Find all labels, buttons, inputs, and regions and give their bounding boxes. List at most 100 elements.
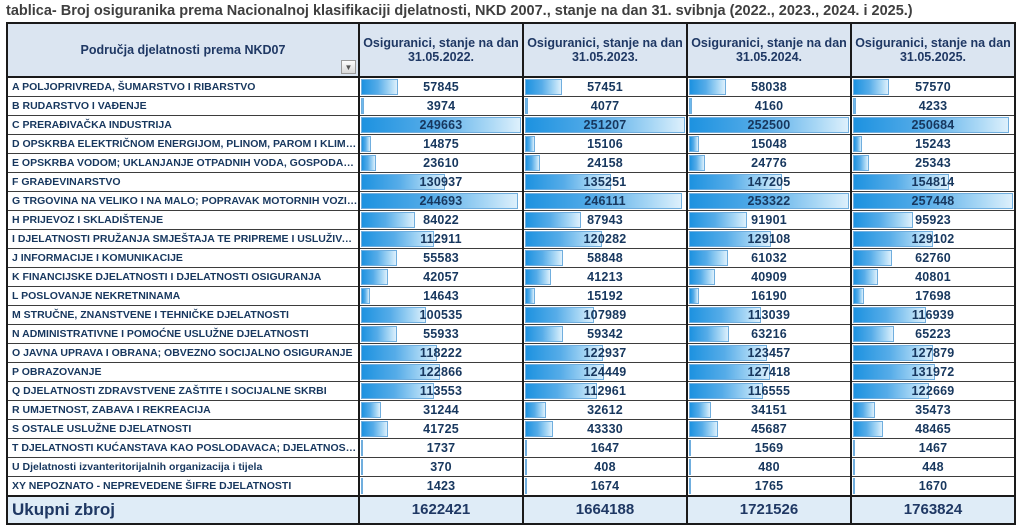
row-label: F GRAĐEVINARSTVO xyxy=(7,172,359,192)
data-bar xyxy=(361,250,397,266)
row-label: H PRIJEVOZ I SKLADIŠTENJE xyxy=(7,210,359,230)
row-label: C PRERAĐIVAČKA INDUSTRIJA xyxy=(7,115,359,135)
value-cell: 55583 xyxy=(358,248,523,268)
cell-value: 113553 xyxy=(419,384,463,398)
data-bar xyxy=(361,440,363,456)
value-cell: 1467 xyxy=(850,438,1015,458)
cell-value: 116939 xyxy=(911,308,955,322)
table-row: Q DJELATNOSTI ZDRAVSTVENE ZAŠTITE I SOCI… xyxy=(7,381,1015,401)
cell-value: 448 xyxy=(922,460,944,474)
data-bar xyxy=(525,421,553,437)
data-bar xyxy=(689,212,748,228)
data-bar xyxy=(853,459,855,475)
page-title: tablica- Broj osiguranika prema Nacional… xyxy=(6,3,913,19)
table-row: S OSTALE USLUŽNE DJELATNOSTI 41725 43330 45… xyxy=(7,419,1015,439)
row-label: R UMJETNOST, ZABAVA I REKREACIJA xyxy=(7,400,359,420)
value-cell: 42057 xyxy=(358,267,523,287)
cell-value: 480 xyxy=(758,460,780,474)
cell-value: 1737 xyxy=(426,441,456,455)
value-cell: 480 xyxy=(686,457,851,477)
year-column-header: Osiguranici, stanje na dan 31.05.2024. xyxy=(686,23,851,78)
data-bar xyxy=(525,288,535,304)
data-bar xyxy=(525,174,612,190)
filter-button[interactable]: ▼ xyxy=(341,60,356,74)
cell-value: 370 xyxy=(430,460,452,474)
value-cell: 15192 xyxy=(522,286,687,306)
cell-value: 25343 xyxy=(915,156,951,170)
value-cell: 57451 xyxy=(522,77,687,97)
cell-value: 124449 xyxy=(583,365,627,379)
table-row: C PRERAĐIVAČKA INDUSTRIJA 249663 251207 252… xyxy=(7,115,1015,135)
value-cell: 43330 xyxy=(522,419,687,439)
cell-value: 4233 xyxy=(918,99,948,113)
table-header: Područja djelatnosti prema NKD07 ▼ Osigu… xyxy=(7,23,1015,78)
table-row: M STRUČNE, ZNANSTVENE I TEHNIČKE DJELATN… xyxy=(7,305,1015,325)
cell-value: 24158 xyxy=(587,156,623,170)
data-bar xyxy=(689,231,771,247)
value-cell: 448 xyxy=(850,457,1015,477)
value-cell: 129108 xyxy=(686,229,851,249)
data-bar xyxy=(525,402,546,418)
total-value: 1763824 xyxy=(903,501,963,518)
data-bar xyxy=(361,383,434,399)
data-bar xyxy=(689,364,770,380)
cell-value: 87943 xyxy=(587,213,623,227)
table-row: XY NEPOZNATO - NEPREVEDENE ŠIFRE DJELATN… xyxy=(7,476,1015,497)
value-cell: 112911 xyxy=(358,229,523,249)
data-bar xyxy=(853,288,865,304)
table-row: I DJELATNOSTI PRUŽANJA SMJEŠTAJA TE PRIP… xyxy=(7,229,1015,249)
data-bar xyxy=(361,79,399,95)
cell-value: 91901 xyxy=(751,213,787,227)
data-bar xyxy=(853,117,1010,133)
total-value: 1721526 xyxy=(739,501,799,518)
value-cell: 55933 xyxy=(358,324,523,344)
cell-value: 4077 xyxy=(590,99,620,113)
table-row: P OBRAZOVANJE 122866 124449 127418 131972 xyxy=(7,362,1015,382)
value-cell: 4233 xyxy=(850,96,1015,116)
data-bar xyxy=(853,269,879,285)
data-bar xyxy=(853,79,889,95)
table-row: K FINANCIJSKE DJELATNOSTI I DJELATNOSTI … xyxy=(7,267,1015,287)
cell-value: 84022 xyxy=(423,213,459,227)
row-label: L POSLOVANJE NEKRETNINAMA xyxy=(7,286,359,306)
row-label: I DJELATNOSTI PRUŽANJA SMJEŠTAJA TE PRIP… xyxy=(7,229,359,249)
value-cell: 45687 xyxy=(686,419,851,439)
row-label: P OBRAZOVANJE xyxy=(7,362,359,382)
data-bar xyxy=(525,79,562,95)
data-bar xyxy=(525,193,683,209)
cell-value: 246111 xyxy=(584,194,626,208)
cell-value: 62760 xyxy=(915,251,951,265)
cell-value: 41213 xyxy=(587,270,623,284)
data-bar xyxy=(525,136,535,152)
value-cell: 14643 xyxy=(358,286,523,306)
value-cell: 65223 xyxy=(850,324,1015,344)
cell-value: 45687 xyxy=(751,422,787,436)
cell-value: 122669 xyxy=(911,384,955,398)
row-label: XY NEPOZNATO - NEPREVEDENE ŠIFRE DJELATN… xyxy=(7,476,359,497)
value-cell: 1569 xyxy=(686,438,851,458)
value-cell: 35473 xyxy=(850,400,1015,420)
table-row: T DJELATNOSTI KUĆANSTAVA KAO POSLODAVACA… xyxy=(7,438,1015,458)
value-cell: 408 xyxy=(522,457,687,477)
data-bar xyxy=(689,250,728,266)
value-cell: 4160 xyxy=(686,96,851,116)
cell-value: 57570 xyxy=(915,80,951,94)
data-bar xyxy=(361,174,446,190)
cell-value: 65223 xyxy=(915,327,951,341)
data-bar xyxy=(361,212,415,228)
data-bar xyxy=(853,98,856,114)
cell-value: 58848 xyxy=(587,251,623,265)
cell-value: 16190 xyxy=(751,289,787,303)
row-label: O JAVNA UPRAVA I OBRANA; OBVEZNO SOCIJAL… xyxy=(7,343,359,363)
table-row: N ADMINISTRATIVNE I POMOĆNE USLUŽNE DJEL… xyxy=(7,324,1015,344)
data-bar xyxy=(689,98,692,114)
table-row: F GRAĐEVINARSTVO 130937 135251 147205 154814 xyxy=(7,172,1015,192)
data-bar xyxy=(853,193,1014,209)
data-bar xyxy=(689,326,730,342)
data-bar xyxy=(361,98,364,114)
data-bar xyxy=(525,364,605,380)
value-cell: 14875 xyxy=(358,134,523,154)
data-bar xyxy=(689,440,691,456)
value-cell: 48465 xyxy=(850,419,1015,439)
data-bar xyxy=(689,174,783,190)
